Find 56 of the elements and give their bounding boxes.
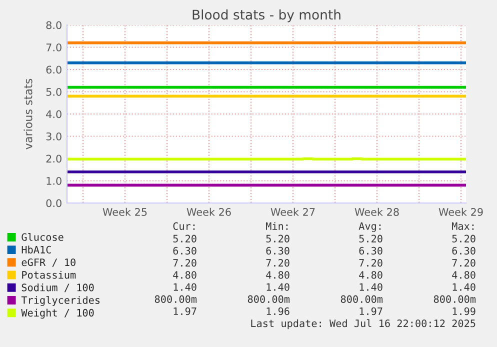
y-tick-label: 2.0 — [46, 154, 62, 163]
text: 5.20 — [452, 234, 476, 242]
chart-title: Blood stats - by month — [192, 9, 340, 22]
x-tick-label: Week 28 — [354, 208, 399, 216]
text: 800.00m — [434, 295, 476, 303]
legend-label: HbA1C — [22, 246, 51, 254]
legend-label: Glucose — [22, 233, 64, 241]
text: 800.00m — [340, 295, 383, 303]
text: 6.30 — [359, 246, 382, 255]
text: 7.20 — [452, 259, 476, 267]
text: 6.30 — [173, 246, 196, 255]
text: 5.20 — [266, 234, 290, 242]
text: 1.99 — [452, 307, 476, 316]
legend-label: Sodium / 100 — [22, 283, 94, 292]
text: 1.97 — [174, 307, 196, 316]
y-tick-label: 1.0 — [46, 176, 62, 185]
text: Max: — [452, 222, 474, 230]
text: 1.40 — [266, 283, 290, 291]
legend-label: eGFR / 10 — [22, 258, 76, 267]
text: Avg: — [358, 222, 381, 232]
text: 6.30 — [452, 246, 476, 255]
text: 5.20 — [173, 234, 196, 242]
text: 4.80 — [266, 271, 290, 279]
legend-label: Weight / 100 — [21, 308, 94, 319]
x-tick-label: Week 26 — [186, 208, 231, 216]
text: Last update: Wed Jul 16 22:00:12 2025 — [251, 319, 476, 330]
text: 4.80 — [173, 271, 196, 279]
y-axis-title: various stats — [24, 78, 32, 150]
text: 5.20 — [359, 234, 382, 242]
x-tick-label: Week 29 — [438, 208, 483, 216]
y-tick-label: 5.0 — [46, 88, 62, 96]
y-tick-label: 3.0 — [46, 132, 62, 140]
y-tick-label: 7.0 — [46, 43, 62, 52]
text: 4.80 — [359, 271, 382, 279]
y-tick-label: 6.0 — [46, 66, 62, 74]
text: 7.20 — [359, 259, 382, 267]
y-tick-label: 8.0 — [46, 21, 62, 30]
text: Cur: — [173, 222, 195, 230]
legend-label: Triglycerides — [21, 296, 100, 306]
text: 1.40 — [174, 283, 196, 291]
text: 1.40 — [360, 283, 382, 291]
text: 6.30 — [266, 246, 290, 255]
text: 1.97 — [360, 307, 382, 316]
y-tick-label: 4.0 — [46, 110, 62, 118]
text: 1.40 — [452, 283, 476, 291]
x-tick-label: Week 27 — [270, 208, 315, 216]
y-tick-label: 0.0 — [46, 199, 62, 208]
text: 7.20 — [173, 259, 196, 267]
text: 1.96 — [266, 307, 290, 316]
text: 7.20 — [266, 259, 290, 267]
text: 800.00m — [248, 295, 290, 303]
text: 4.80 — [452, 271, 476, 279]
x-tick-label: Week 25 — [102, 208, 147, 216]
legend-label: Potassium — [22, 270, 76, 279]
text: 800.00m — [154, 295, 197, 303]
text: Min: — [266, 222, 288, 230]
